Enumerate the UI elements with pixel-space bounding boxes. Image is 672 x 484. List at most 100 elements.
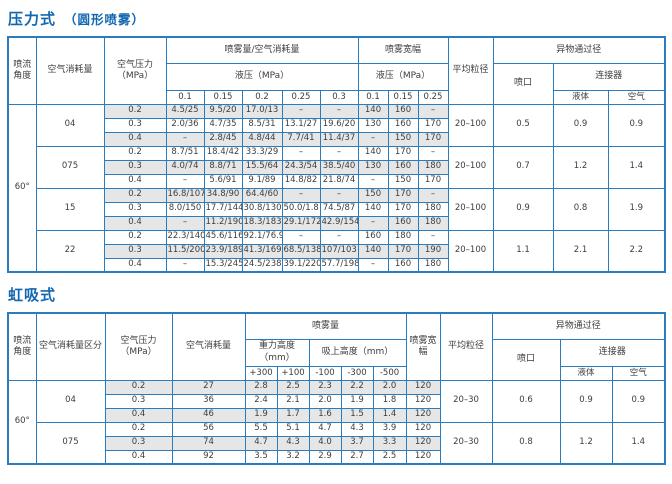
t1-sprayair-cell: – (319, 145, 359, 161)
t1-width-cell: 160 (387, 117, 419, 133)
t1-sprayair-cell: 18.3/183 (241, 215, 283, 231)
t1-sprayair-cell: 39.1/220 (281, 257, 321, 273)
col-hyd-pressure: 液压（MPa） (165, 62, 359, 91)
col-hyd-pressure-value: 0.1 (165, 89, 205, 105)
col-height-value: +300 (244, 365, 278, 381)
t1-width-cell: 180 (417, 159, 449, 175)
t2-pressure-cell: 0.2 (104, 379, 173, 395)
t1-width-cell: – (417, 229, 449, 245)
t2-height-value-cell: 3.7 (340, 435, 374, 451)
t2-height-value-cell: 2.2 (340, 379, 374, 395)
t1-nozzle-cell: 0.9 (492, 187, 554, 231)
col-air-pressure: 空气压力（MPa） (103, 36, 167, 105)
t1-air-cell: 1.9 (607, 187, 666, 231)
t2-consumption-cell: 27 (171, 379, 246, 395)
t1-sprayair-cell: – (165, 131, 205, 147)
t1-sprayair-cell: 41.3/169 (241, 243, 283, 259)
t2-height-value-cell: 2.0 (372, 379, 407, 395)
t1-sprayair-cell: – (281, 103, 321, 119)
t2-pressure-cell: 0.2 (104, 421, 173, 437)
t2-size-cell: 04 (35, 379, 106, 423)
t1-width-cell: 160 (387, 215, 419, 231)
t1-liquid-cell: 0.8 (552, 187, 609, 231)
t2-height-value-cell: 2.4 (244, 393, 278, 409)
t1-sprayair-cell: 5.6/91 (203, 173, 243, 189)
t1-sprayair-cell: 24.5/238 (241, 257, 283, 273)
t1-sprayair-cell: 22.3/140 (165, 229, 205, 245)
col-hyd-pressure: 液压（MPa） (357, 62, 449, 91)
col-hyd-pressure-value: 0.25 (281, 89, 321, 105)
col-avg-particle: 平均粒径 (447, 36, 494, 105)
t1-sprayair-cell: 4.0/74 (165, 159, 205, 175)
t2-height-value-cell: 3.9 (372, 421, 407, 437)
siphon-spec-table: 喷流角度 空气消耗量区分 空气压力（MPa） 空气消耗量 喷雾量 喷雾宽幅 平均粒径 异物通过… (7, 312, 667, 465)
t1-sprayair-cell: 11.5/200 (165, 243, 205, 259)
t1-width-cell: 190 (417, 243, 449, 259)
t2-air-cell: 1.4 (611, 421, 666, 465)
t1-width-cell: 140 (357, 145, 389, 161)
t2-height-value-cell: 3.5 (244, 449, 278, 465)
t2-liquid-cell: 0.9 (559, 379, 613, 423)
t1-sprayair-cell: – (281, 229, 321, 245)
t1-liquid-cell: 2.1 (552, 229, 609, 273)
t2-height-value-cell: 2.0 (308, 393, 342, 409)
t1-sprayair-cell: 45.6/116 (203, 229, 243, 245)
t1-width-cell: – (357, 257, 389, 273)
col-height-value: -500 (372, 365, 407, 381)
t1-sprayair-cell: – (281, 145, 321, 161)
t1-pressure-cell: 0.3 (103, 117, 167, 133)
col-width-pressure-value: 0.1 (357, 89, 389, 105)
t1-width-cell: 180 (387, 229, 419, 245)
t1-sprayair-cell: 4.5/25 (165, 103, 205, 119)
t2-height-value-cell: 1.4 (372, 407, 407, 423)
t2-width-cell: 120 (405, 421, 441, 437)
t1-sprayair-cell: 7.7/41 (281, 131, 321, 147)
t2-height-value-cell: 2.9 (308, 449, 342, 465)
t1-width-cell: 170 (387, 243, 419, 259)
col-spray-width: 喷雾宽幅 (405, 312, 441, 381)
t2-consumption-cell: 74 (171, 435, 246, 451)
t1-width-cell: – (357, 131, 389, 147)
col-height-value: +100 (276, 365, 310, 381)
t1-avgparticle-cell: 20–100 (447, 145, 494, 189)
col-liquid: 液体 (552, 89, 609, 105)
t1-size-cell: 04 (35, 103, 105, 147)
t1-sprayair-cell: 9.1/89 (241, 173, 283, 189)
t1-avgparticle-cell: 20–100 (447, 103, 494, 147)
col-connector-group: 连接器 (559, 338, 666, 367)
t1-width-cell: 170 (387, 201, 419, 217)
t1-sprayair-cell: 30.8/130 (241, 201, 283, 217)
t2-consumption-cell: 36 (171, 393, 246, 409)
t1-sprayair-cell: 29.1/172 (281, 215, 321, 231)
col-spray-width-group: 喷雾宽幅 (357, 36, 449, 64)
t1-pressure-cell: 0.4 (103, 257, 167, 273)
col-nozzle: 喷口 (492, 62, 554, 105)
col-spray-volume-group: 喷雾量 (244, 312, 407, 340)
t1-sprayair-cell: 16.8/107 (165, 187, 205, 203)
t2-avgparticle-cell: 20–30 (439, 421, 493, 465)
col-avg-particle: 平均粒径 (439, 312, 493, 381)
t2-height-value-cell: 1.6 (308, 407, 342, 423)
t2-width-cell: 120 (405, 435, 441, 451)
t1-width-cell: 140 (357, 103, 389, 119)
t1-width-cell: – (417, 145, 449, 161)
t1-width-cell: 170 (417, 117, 449, 133)
t1-sprayair-cell: 8.5/31 (241, 117, 283, 133)
t2-height-value-cell: 3.2 (276, 449, 310, 465)
t1-width-cell: 160 (387, 159, 419, 175)
t2-height-value-cell: 2.8 (244, 379, 278, 395)
col-air: 空气 (611, 365, 666, 381)
t1-sprayair-cell: 24.3/54 (281, 159, 321, 175)
col-air-class: 空气消耗量区分 (35, 312, 106, 381)
t1-sprayair-cell: 15.3/245 (203, 257, 243, 273)
t1-width-cell: 160 (387, 257, 419, 273)
t2-pressure-cell: 0.4 (104, 407, 173, 423)
t1-pressure-cell: 0.4 (103, 215, 167, 231)
col-air-pressure: 空气压力（MPa） (104, 312, 173, 381)
t1-width-cell: 130 (357, 117, 389, 133)
t1-sprayair-cell: 74.5/87 (319, 201, 359, 217)
t1-pressure-cell: 0.2 (103, 229, 167, 245)
t2-pressure-cell: 0.3 (104, 435, 173, 451)
t2-height-value-cell: 5.5 (244, 421, 278, 437)
t1-width-cell: 180 (417, 215, 449, 231)
